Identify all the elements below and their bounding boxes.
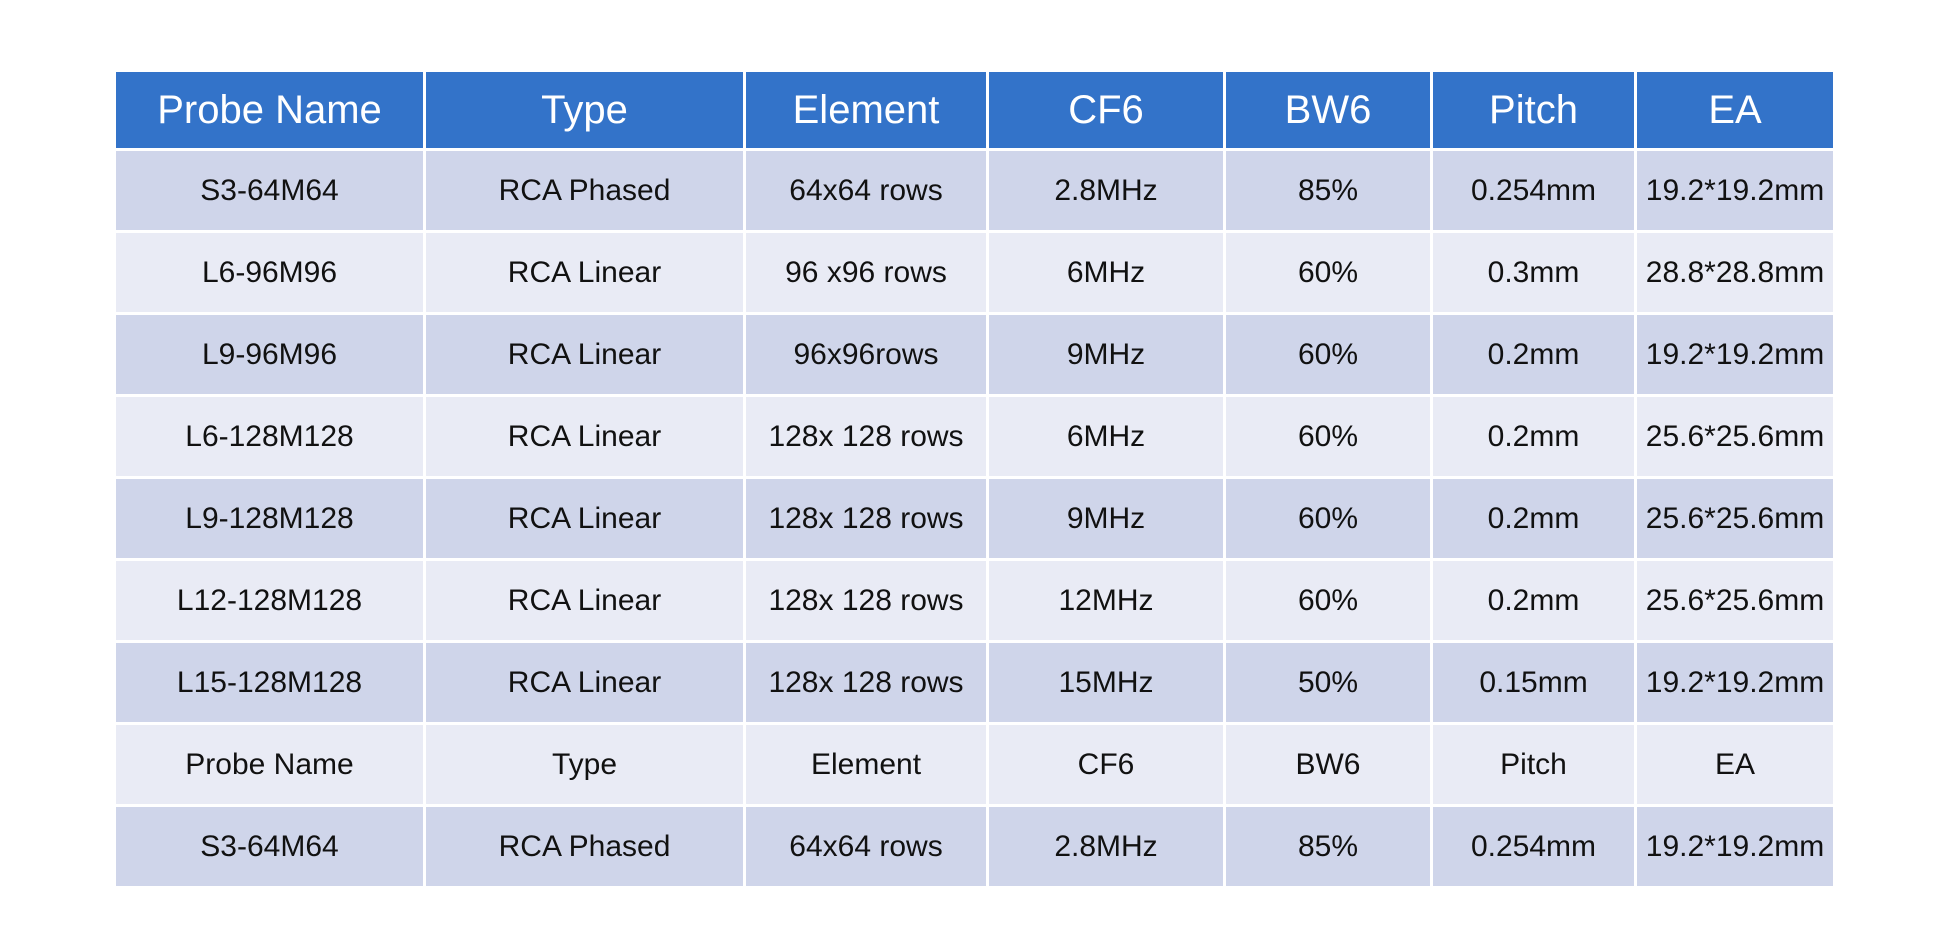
table-cell: 6MHz xyxy=(986,230,1226,315)
table-cell: RCA Phased xyxy=(423,148,746,233)
table-cell: 85% xyxy=(1223,804,1433,889)
table-cell: L6-128M128 xyxy=(113,394,426,479)
table-cell: 60% xyxy=(1223,476,1433,561)
table-cell: 64x64 rows xyxy=(743,804,989,889)
table-cell: 60% xyxy=(1223,230,1433,315)
table-cell: 0.2mm xyxy=(1430,394,1637,479)
header-cell: CF6 xyxy=(986,69,1226,151)
header-cell: Pitch xyxy=(1430,69,1637,151)
table-cell: 0.3mm xyxy=(1430,230,1637,315)
table-cell: RCA Linear xyxy=(423,230,746,315)
table-cell: Probe Name xyxy=(113,722,426,807)
table-cell: 12MHz xyxy=(986,558,1226,643)
table-body: S3-64M64 RCA Phased 64x64 rows 2.8MHz 85% 0.2… xyxy=(113,148,1836,889)
table-cell: 2.8MHz xyxy=(986,148,1226,233)
table-cell: CF6 xyxy=(986,722,1226,807)
header-cell: EA xyxy=(1634,69,1836,151)
table-cell: 25.6*25.6mm xyxy=(1634,558,1836,643)
table-cell: RCA Linear xyxy=(423,476,746,561)
table-cell: EA xyxy=(1634,722,1836,807)
table-cell: 9MHz xyxy=(986,476,1226,561)
table-cell: L9-96M96 xyxy=(113,312,426,397)
table-cell: 19.2*19.2mm xyxy=(1634,312,1836,397)
table-row: L9-96M96 RCA Linear 96x96rows 9MHz 60% 0.2mm 1… xyxy=(113,312,1836,397)
table-row: L6-128M128 RCA Linear 128x 128 rows 6MHz 60%… xyxy=(113,394,1836,479)
table-cell: 15MHz xyxy=(986,640,1226,725)
table-cell: RCA Phased xyxy=(423,804,746,889)
table-cell: 0.15mm xyxy=(1430,640,1637,725)
table-cell: 9MHz xyxy=(986,312,1226,397)
header-cell: Type xyxy=(423,69,746,151)
table-cell: 0.254mm xyxy=(1430,804,1637,889)
table-cell: 25.6*25.6mm xyxy=(1634,394,1836,479)
table-cell: 96 x96 rows xyxy=(743,230,989,315)
header-cell: BW6 xyxy=(1223,69,1433,151)
table-cell: 0.2mm xyxy=(1430,476,1637,561)
table-cell: 128x 128 rows xyxy=(743,640,989,725)
table-cell: 19.2*19.2mm xyxy=(1634,640,1836,725)
header-cell: Element xyxy=(743,69,989,151)
table-row: S3-64M64 RCA Phased 64x64 rows 2.8MHz 85% 0.2… xyxy=(113,804,1836,889)
table-row: L9-128M128 RCA Linear 128x 128 rows 9MHz 60%… xyxy=(113,476,1836,561)
table-cell: Pitch xyxy=(1430,722,1637,807)
table-cell: RCA Linear xyxy=(423,558,746,643)
table-cell: 128x 128 rows xyxy=(743,558,989,643)
table-cell: 128x 128 rows xyxy=(743,394,989,479)
table-cell: 0.254mm xyxy=(1430,148,1637,233)
table-row: L6-96M96 RCA Linear 96 x96 rows 6MHz 60% 0.3m… xyxy=(113,230,1836,315)
table-cell: S3-64M64 xyxy=(113,148,426,233)
table-cell: 19.2*19.2mm xyxy=(1634,148,1836,233)
table-cell: L12-128M128 xyxy=(113,558,426,643)
table-cell: Element xyxy=(743,722,989,807)
table-cell: RCA Linear xyxy=(423,640,746,725)
table-cell: RCA Linear xyxy=(423,394,746,479)
table-cell: RCA Linear xyxy=(423,312,746,397)
table-row: S3-64M64 RCA Phased 64x64 rows 2.8MHz 85% 0.2… xyxy=(113,148,1836,233)
table-cell: 85% xyxy=(1223,148,1433,233)
table-cell: 60% xyxy=(1223,394,1433,479)
table-cell: Type xyxy=(423,722,746,807)
header-cell: Probe Name xyxy=(113,69,426,151)
header-row: Probe Name Type Element CF6 BW6 Pitch EA xyxy=(113,69,1836,151)
table-cell: 25.6*25.6mm xyxy=(1634,476,1836,561)
probe-table: Probe Name Type Element CF6 BW6 Pitch EA S3-64… xyxy=(113,69,1836,889)
table-cell: L15-128M128 xyxy=(113,640,426,725)
table-row: L12-128M128 RCA Linear 128x 128 rows 12MHz 6… xyxy=(113,558,1836,643)
table-cell: 128x 128 rows xyxy=(743,476,989,561)
table-cell: 2.8MHz xyxy=(986,804,1226,889)
table-cell: 60% xyxy=(1223,312,1433,397)
table-cell: 60% xyxy=(1223,558,1433,643)
table-cell: L9-128M128 xyxy=(113,476,426,561)
table-cell: 6MHz xyxy=(986,394,1226,479)
table-cell: 0.2mm xyxy=(1430,312,1637,397)
table-cell: L6-96M96 xyxy=(113,230,426,315)
table-row: L15-128M128 RCA Linear 128x 128 rows 15MHz 5… xyxy=(113,640,1836,725)
table-cell: 64x64 rows xyxy=(743,148,989,233)
table-cell: 19.2*19.2mm xyxy=(1634,804,1836,889)
table-cell: S3-64M64 xyxy=(113,804,426,889)
table-cell: 0.2mm xyxy=(1430,558,1637,643)
table-cell: 28.8*28.8mm xyxy=(1634,230,1836,315)
table-cell: 50% xyxy=(1223,640,1433,725)
table-cell: BW6 xyxy=(1223,722,1433,807)
table-cell: 96x96rows xyxy=(743,312,989,397)
table-row: Probe Name Type Element CF6 BW6 Pitch EA xyxy=(113,722,1836,807)
